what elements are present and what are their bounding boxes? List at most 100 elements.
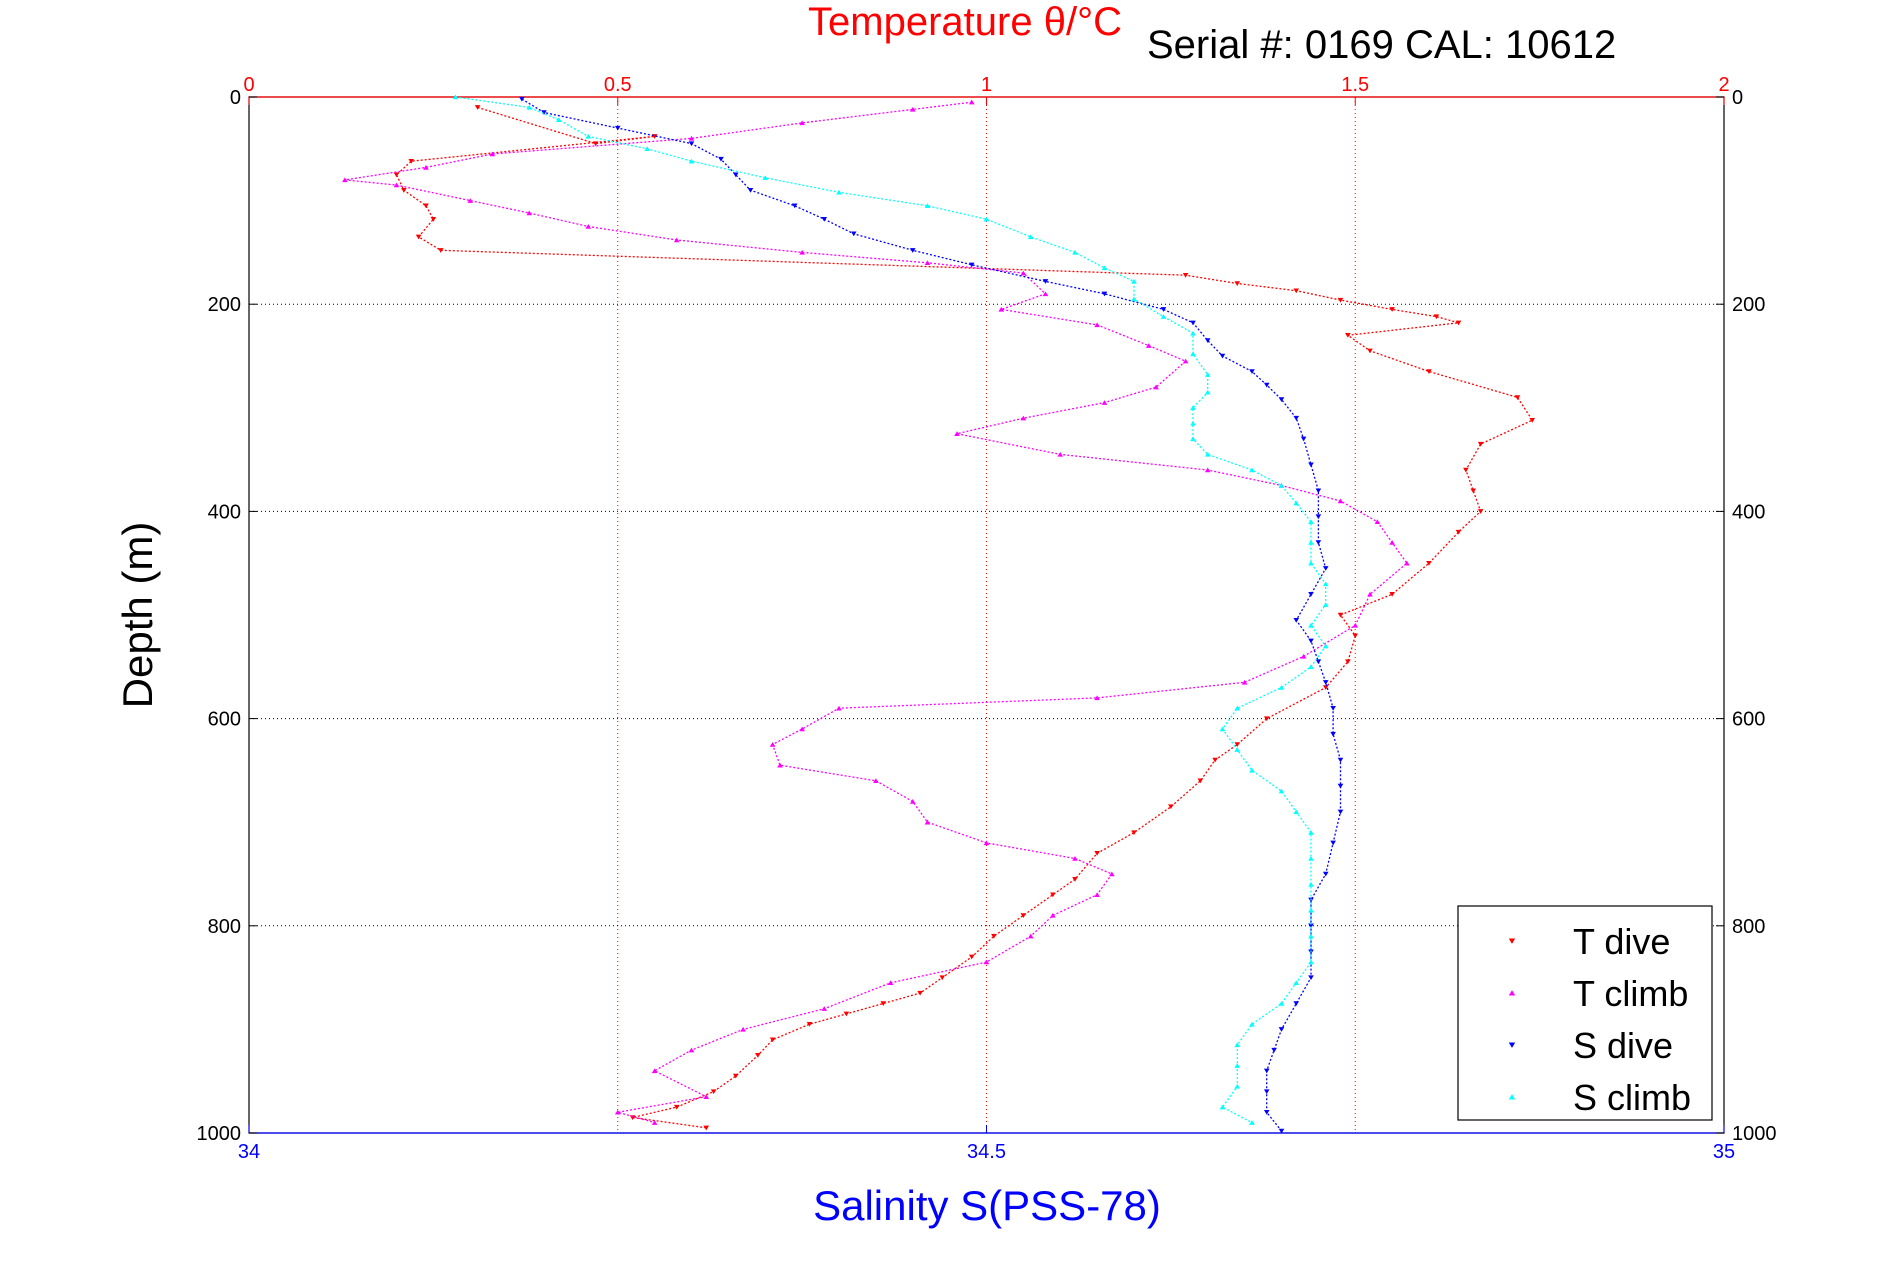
data-point (880, 1001, 887, 1007)
data-point (1094, 322, 1100, 328)
data-point (1315, 540, 1322, 545)
data-point (1345, 333, 1351, 338)
data-point (821, 217, 828, 222)
legend-marker (1508, 990, 1516, 996)
data-point (1182, 358, 1189, 364)
data-point (1020, 913, 1027, 918)
data-point (1389, 307, 1395, 312)
data-point (1190, 351, 1196, 357)
data-point (1367, 348, 1373, 354)
data-point (769, 741, 776, 747)
data-point (423, 203, 429, 209)
data-point (342, 177, 348, 183)
data-point (688, 141, 695, 147)
data-point (718, 156, 724, 162)
data-point (1337, 498, 1344, 504)
data-point (585, 133, 592, 139)
depth-tick-label-left: 200 (208, 294, 241, 316)
salinity-tick-label: 34 (238, 1141, 260, 1163)
data-point (747, 188, 754, 193)
data-point (791, 203, 798, 209)
data-point (1308, 907, 1314, 913)
data-point (799, 249, 805, 255)
data-point (408, 158, 415, 164)
data-point (1190, 320, 1196, 326)
data-point (1308, 855, 1314, 861)
temperature-tick-label: 2 (1718, 74, 1729, 96)
salinity-tick-label: 34.5 (967, 1141, 1006, 1163)
data-point (777, 762, 783, 768)
data-point (1322, 643, 1329, 649)
data-point (585, 223, 592, 229)
depth-tick-label-right: 400 (1732, 501, 1765, 523)
data-point (1204, 338, 1211, 343)
data-point (1455, 529, 1462, 535)
data-point (762, 175, 769, 181)
data-point (939, 975, 946, 981)
data-point (1020, 415, 1027, 421)
depth-tick-label-left: 400 (208, 501, 241, 523)
data-point (924, 260, 931, 265)
data-point (1293, 980, 1300, 986)
data-point (1293, 500, 1300, 506)
data-point (1308, 592, 1314, 597)
data-point (887, 980, 894, 986)
data-point (836, 189, 842, 195)
data-point (732, 172, 739, 178)
data-series (342, 94, 1536, 1134)
data-point (1337, 297, 1344, 303)
data-point (1234, 1063, 1241, 1068)
data-point (423, 164, 429, 170)
data-point (1308, 519, 1314, 524)
data-point (1190, 405, 1196, 411)
data-point (1219, 1104, 1226, 1110)
data-point (968, 954, 975, 960)
data-point (1514, 395, 1521, 400)
legend-marker (1508, 938, 1516, 944)
data-point (1160, 314, 1167, 319)
data-point (968, 99, 975, 105)
data-point (1426, 369, 1432, 375)
data-point (1182, 272, 1189, 278)
data-point (1322, 566, 1329, 571)
data-point (673, 237, 680, 243)
data-point (799, 726, 805, 732)
data-point (1308, 881, 1314, 887)
data-point (1293, 288, 1300, 294)
data-point (1094, 695, 1100, 701)
data-point (983, 840, 990, 846)
data-point (1426, 560, 1432, 566)
series-s-climb (452, 94, 1329, 1125)
data-point (614, 125, 621, 131)
data-point (1263, 1089, 1270, 1095)
data-point (873, 778, 879, 783)
data-point (1234, 742, 1241, 748)
data-point (1219, 353, 1226, 359)
data-point (592, 141, 599, 147)
data-point (1337, 809, 1344, 815)
data-point (393, 172, 400, 178)
data-point (1337, 612, 1344, 618)
data-point (1072, 249, 1078, 255)
data-point (673, 1104, 680, 1110)
legend-marker (1508, 1042, 1516, 1048)
data-point (415, 234, 422, 240)
salinity-tick-label: 35 (1713, 1141, 1735, 1163)
data-point (1308, 959, 1314, 965)
data-point (983, 216, 990, 222)
chart-subtitle: Serial #: 0169 CAL: 10612 (1147, 23, 1616, 67)
y-axis-title: Depth (m) (114, 522, 161, 709)
data-point (1263, 716, 1270, 722)
data-point (1072, 855, 1078, 861)
data-point (1212, 757, 1218, 763)
legend-label: T climb (1573, 973, 1688, 1014)
data-point (1293, 1001, 1300, 1007)
data-point (437, 248, 444, 253)
data-point (1190, 330, 1196, 336)
data-point (526, 104, 533, 110)
series-t-climb (342, 99, 1410, 1125)
data-point (1404, 560, 1410, 566)
data-point (968, 262, 975, 268)
legend-label: S climb (1573, 1077, 1691, 1118)
data-point (1352, 622, 1359, 628)
